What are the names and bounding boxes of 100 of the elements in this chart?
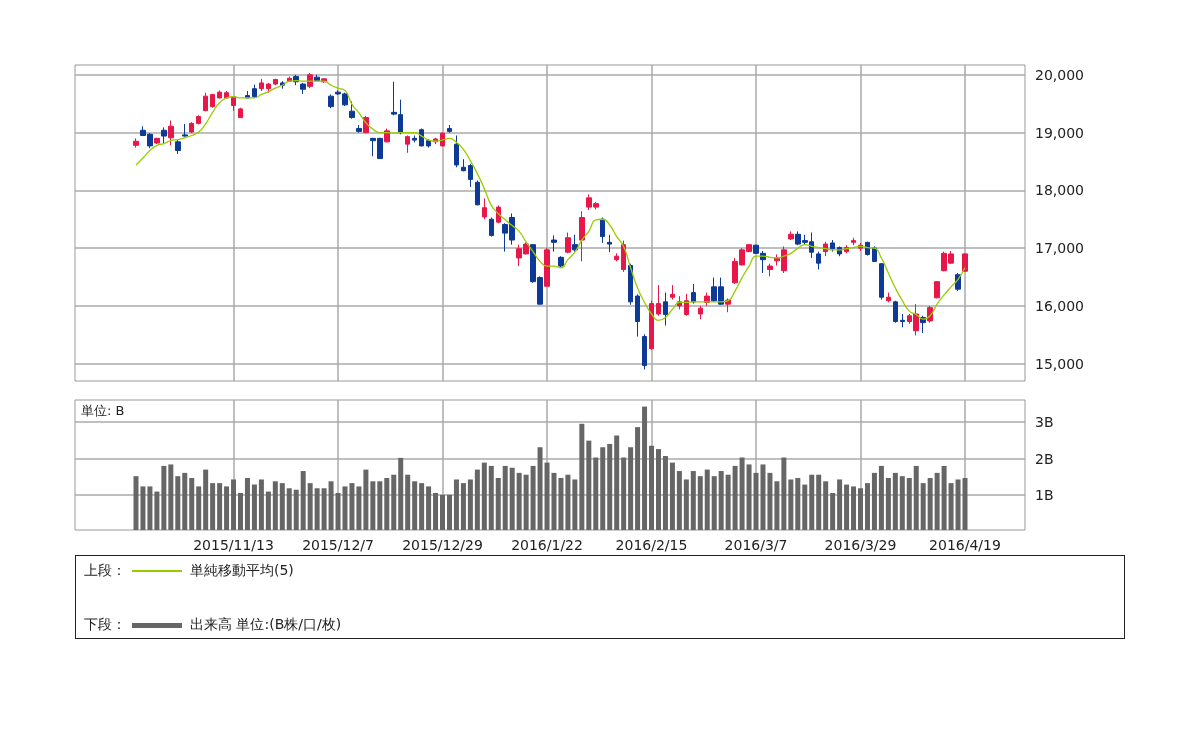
bar — [446, 494, 452, 530]
candlestick — [670, 284, 675, 301]
bar — [384, 478, 390, 530]
y-tick-label: 3B — [1035, 413, 1054, 430]
candlestick — [865, 241, 870, 257]
bar — [899, 476, 905, 530]
bar — [286, 488, 292, 530]
bar — [788, 479, 794, 530]
bar — [293, 489, 299, 530]
candlestick — [300, 82, 306, 95]
bar — [321, 488, 327, 530]
y-tick-label: 1B — [1035, 487, 1054, 504]
bar — [161, 465, 167, 530]
candlestick — [489, 217, 494, 238]
bar — [767, 472, 773, 530]
bar — [662, 456, 668, 530]
bar — [600, 447, 606, 530]
bar — [621, 457, 627, 530]
bar — [858, 488, 863, 530]
candlestick — [189, 121, 194, 134]
bar — [941, 465, 947, 530]
bar — [683, 479, 689, 530]
candlestick — [691, 283, 696, 305]
bar — [851, 486, 857, 530]
bar — [725, 474, 731, 530]
bar — [433, 493, 439, 530]
bar — [265, 491, 271, 530]
candlestick — [642, 333, 647, 370]
bar — [523, 474, 529, 530]
x-tick-label: 2016/1/22 — [511, 537, 583, 553]
y-tick-label: 16,000 — [1035, 297, 1084, 314]
bar — [837, 479, 843, 530]
bar — [314, 488, 320, 530]
candlestick — [356, 124, 362, 134]
candlestick — [328, 93, 334, 109]
candlestick — [168, 119, 174, 146]
bar — [781, 457, 787, 530]
candlestick — [468, 163, 473, 188]
x-tick-label: 2016/4/19 — [929, 537, 1001, 553]
bar — [189, 478, 195, 530]
candlestick — [934, 280, 940, 299]
y-tick-label: 20,000 — [1035, 66, 1084, 83]
candlestick — [266, 82, 271, 94]
y-tick-label: 17,000 — [1035, 240, 1084, 257]
bar — [516, 472, 522, 530]
bar — [196, 486, 202, 530]
legend-label: 単純移動平均(5) — [190, 562, 294, 580]
candlestick — [384, 128, 390, 143]
candlestick — [405, 134, 410, 154]
candlestick — [231, 95, 236, 112]
candlestick — [175, 139, 181, 155]
candlestick — [635, 293, 640, 338]
bar — [906, 478, 912, 530]
candlestick — [133, 137, 139, 149]
bar — [481, 462, 487, 530]
bar — [892, 472, 898, 530]
bar — [649, 445, 655, 530]
bar — [558, 478, 564, 530]
bar — [530, 465, 536, 530]
bar — [244, 478, 250, 530]
bar — [690, 471, 696, 530]
candlestick — [851, 237, 856, 246]
bar — [655, 449, 661, 530]
bar — [830, 493, 836, 530]
candlestick — [767, 263, 773, 277]
candlestick — [886, 292, 891, 303]
candlestick — [182, 123, 188, 138]
bar — [168, 464, 174, 530]
bar — [349, 483, 355, 530]
bar — [746, 464, 752, 530]
candlestick — [475, 180, 480, 206]
y-tick-label: 19,000 — [1035, 124, 1084, 141]
bar — [669, 462, 675, 530]
bar — [809, 474, 815, 530]
x-tick-label: 2015/12/29 — [402, 537, 483, 553]
candlestick — [349, 100, 355, 120]
candlestick — [217, 89, 222, 100]
bar — [175, 476, 181, 530]
candlestick — [154, 137, 160, 145]
candlestick — [482, 197, 487, 220]
x-tick-label: 2016/3/7 — [724, 537, 788, 553]
bar — [593, 457, 599, 530]
bar — [488, 465, 494, 530]
bar — [405, 474, 411, 530]
candlestick — [816, 251, 821, 270]
bar — [154, 491, 160, 530]
bar — [607, 443, 613, 530]
bar — [816, 474, 822, 530]
candlestick — [259, 78, 264, 92]
bar — [586, 440, 592, 530]
candlestick — [558, 255, 564, 269]
candlestick — [273, 78, 278, 86]
bar — [802, 484, 808, 530]
y-tick-label: 15,000 — [1035, 355, 1084, 372]
candlestick — [565, 232, 571, 254]
candlestick — [698, 305, 703, 320]
bar — [356, 486, 362, 530]
bar — [453, 479, 459, 530]
bar — [565, 474, 571, 530]
bar — [224, 486, 230, 530]
